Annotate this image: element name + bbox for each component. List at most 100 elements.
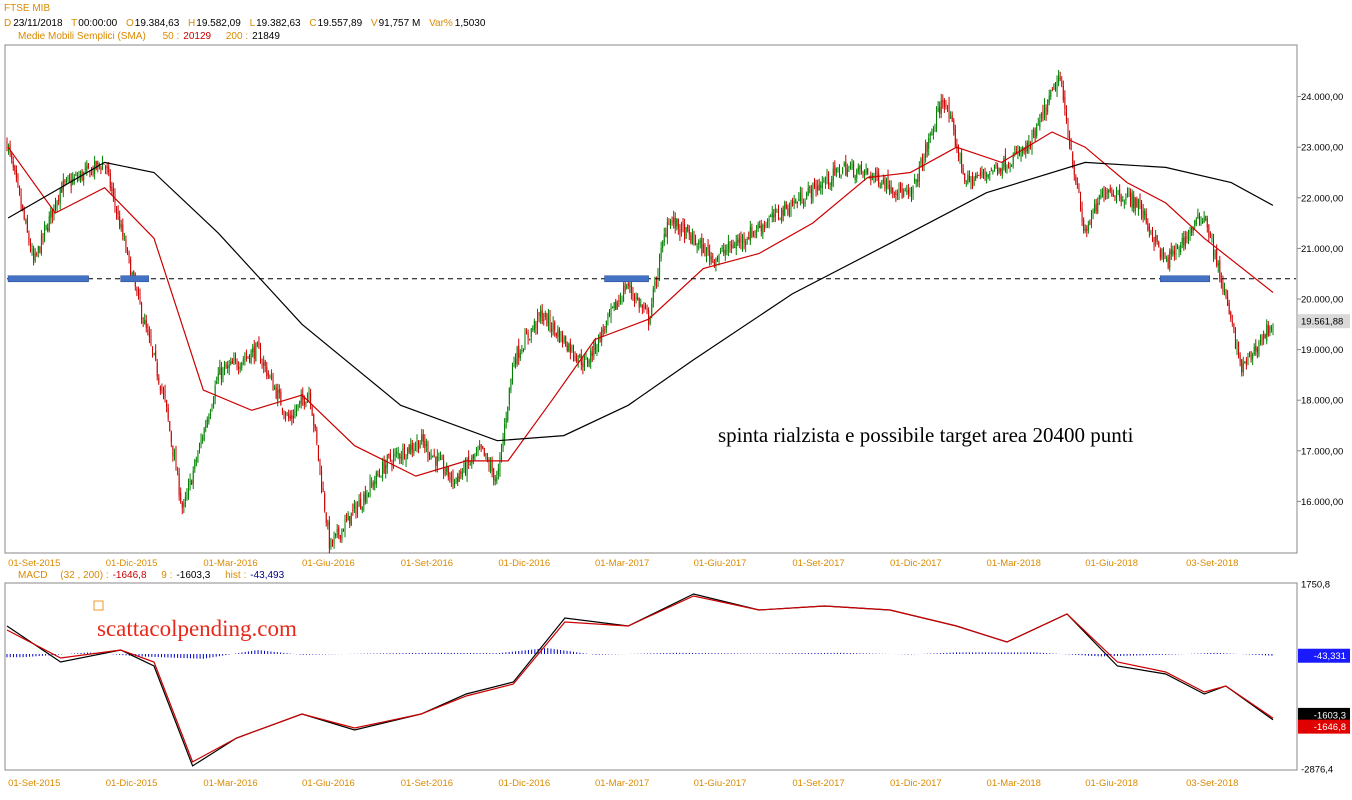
candle-body (383, 461, 385, 474)
candle-body (1252, 354, 1254, 360)
candle-body (1152, 232, 1154, 238)
candle-body (1191, 228, 1193, 233)
candle-body (701, 237, 703, 254)
candle-body (820, 185, 822, 188)
candle-body (706, 247, 708, 259)
candle-body (296, 409, 298, 412)
candle-body (967, 174, 969, 184)
candle-body (192, 470, 194, 483)
macd-x-tick-label: 01-Dic-2015 (106, 778, 158, 789)
candle-body (616, 302, 618, 310)
candle-body (1087, 224, 1089, 230)
candle-body (367, 492, 369, 494)
candle-body (695, 239, 697, 245)
candle-body (1014, 152, 1016, 155)
candle-body (615, 300, 617, 310)
candle-body (405, 457, 407, 461)
candle-body (463, 462, 465, 472)
candle-body (925, 144, 927, 158)
candle-body (272, 376, 274, 391)
candle-body (817, 186, 819, 191)
candle-body (331, 540, 333, 544)
candle-body (1109, 188, 1111, 192)
candle-body (635, 296, 637, 299)
candle-body (1080, 195, 1082, 210)
candle-body (555, 332, 557, 336)
candle-body (211, 405, 213, 410)
candle-body (205, 426, 207, 428)
candle-body (263, 362, 265, 367)
candle-body (488, 461, 490, 469)
candle-body (69, 178, 71, 180)
candle-body (793, 201, 795, 204)
price-x-tick-label: 01-Mar-2016 (203, 558, 257, 569)
candle-body (325, 513, 327, 524)
candle-body (278, 389, 280, 393)
candle-body (1203, 217, 1205, 223)
candle-body (388, 454, 390, 456)
candle-body (244, 358, 246, 360)
candle-body (336, 529, 338, 533)
candle-body (1070, 143, 1072, 150)
candle-body (749, 226, 751, 242)
price-y-tick-label: 20.000,00 (1301, 295, 1343, 306)
candle-body (382, 462, 384, 476)
support-zone-marker (7, 275, 89, 283)
candle-body (992, 170, 994, 173)
candle-body (1177, 247, 1179, 249)
candle-body (153, 353, 155, 355)
candle-body (137, 290, 139, 295)
candle-body (175, 451, 177, 471)
candle-body (231, 361, 233, 364)
candle-body (479, 446, 481, 449)
candle-body (1031, 134, 1033, 150)
candle-body (1084, 228, 1086, 231)
candle-body (499, 455, 501, 471)
candle-body (342, 529, 344, 532)
candle-body (936, 112, 938, 128)
candle-body (209, 411, 211, 416)
candle-body (914, 178, 916, 184)
candle-body (680, 222, 682, 233)
candle-body (203, 428, 205, 441)
candle-body (241, 362, 243, 369)
candle-body (285, 416, 287, 418)
candle-body (657, 274, 659, 281)
candle-body (1184, 236, 1186, 248)
candle-body (1025, 145, 1027, 153)
candle-body (181, 502, 183, 508)
candle-body (687, 224, 689, 231)
candle-body (1236, 341, 1238, 352)
candle-body (629, 283, 631, 288)
candle-body (621, 299, 623, 301)
price-x-tick-label: 01-Mar-2018 (987, 558, 1041, 569)
candle-body (608, 311, 610, 316)
candle-body (1167, 257, 1169, 268)
candle-body (624, 284, 626, 292)
candle-body (1028, 140, 1030, 149)
candle-body (455, 478, 457, 480)
candle-body (1241, 359, 1243, 373)
candle-body (640, 304, 642, 306)
candle-body (1181, 237, 1183, 244)
candle-body (896, 193, 898, 195)
candle-body (961, 153, 963, 168)
candle-body (508, 387, 510, 405)
candle-body (123, 237, 125, 239)
candle-body (227, 365, 229, 369)
candle-body (579, 353, 581, 358)
price-x-tick-label: 01-Dic-2015 (106, 558, 158, 569)
candle-body (926, 142, 928, 152)
candle-body (1042, 110, 1044, 118)
macd-x-tick-label: 01-Mar-2018 (987, 778, 1041, 789)
candle-body (494, 479, 496, 482)
candle-body (1144, 210, 1146, 216)
candle-body (1200, 221, 1202, 223)
candle-body (801, 193, 803, 204)
candle-body (128, 252, 130, 258)
candle-body (1264, 334, 1266, 339)
candle-body (292, 415, 294, 419)
candle-body (1205, 216, 1207, 221)
candle-body (411, 442, 413, 451)
price-x-tick-label: 01-Giu-2017 (694, 558, 747, 569)
